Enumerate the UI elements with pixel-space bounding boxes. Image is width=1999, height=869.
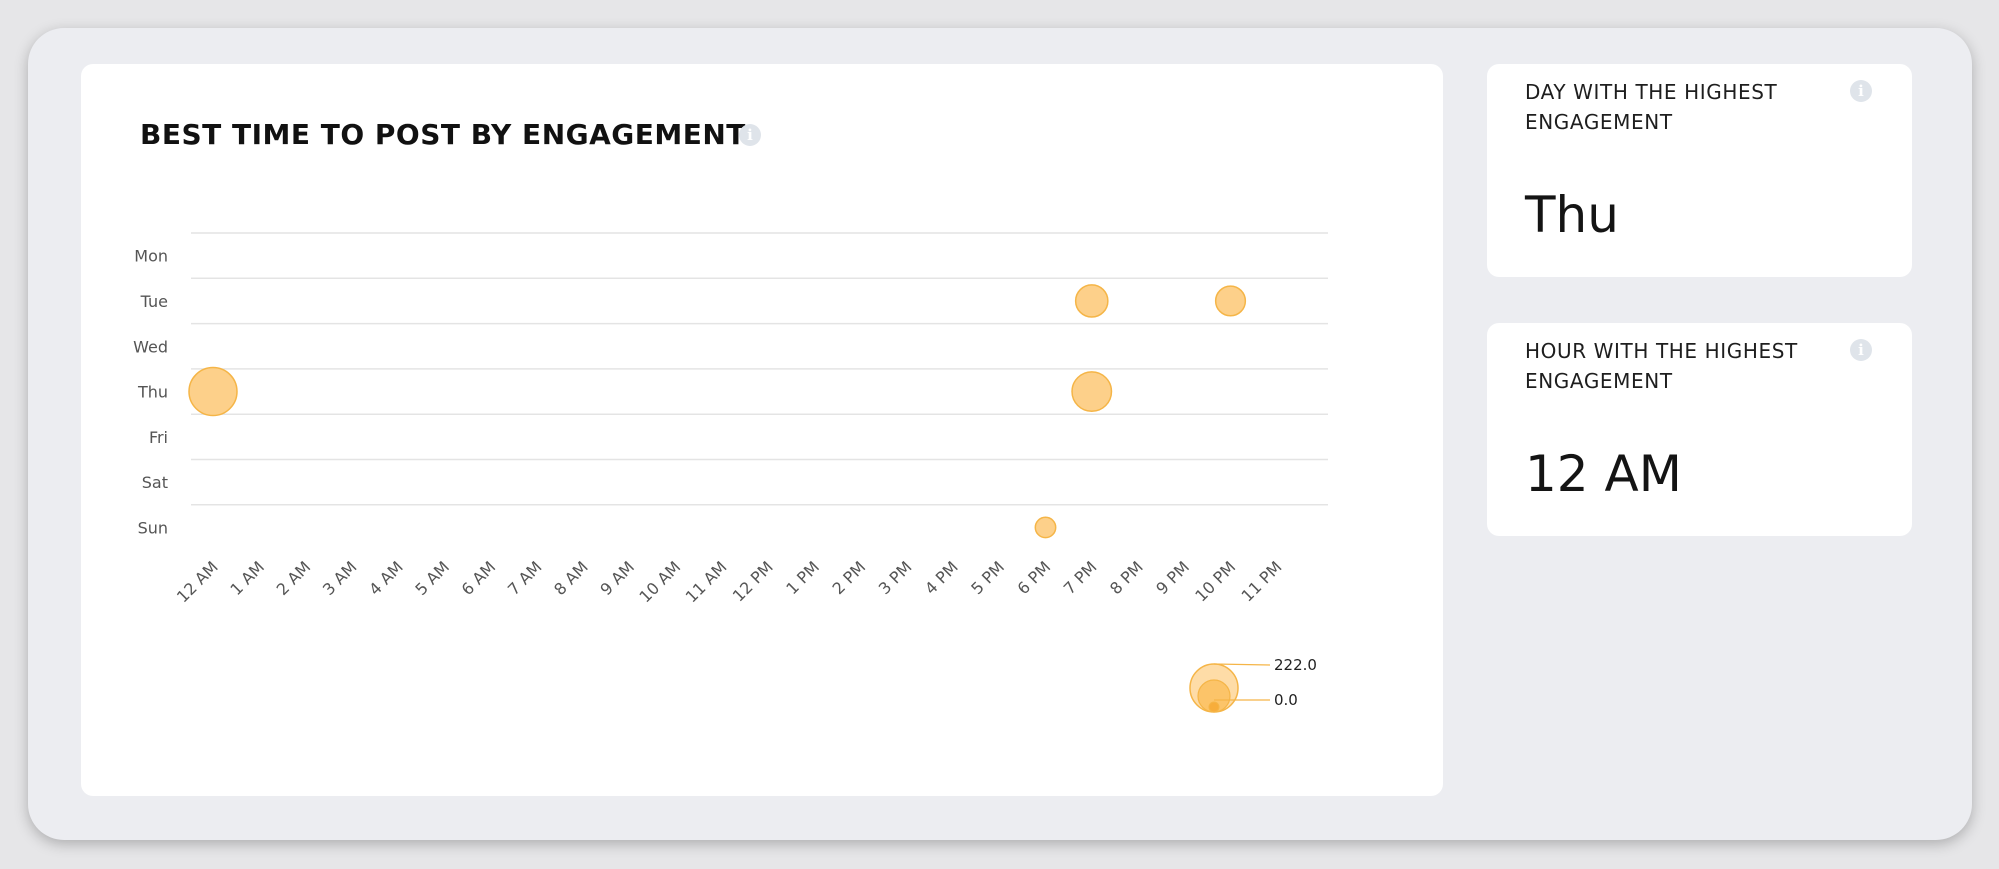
y-tick-label: Wed [133, 337, 168, 356]
x-tick-label: 1 PM [782, 557, 823, 598]
data-bubble [1034, 516, 1057, 539]
highest-hour-card [1487, 323, 1912, 536]
x-tick-label: 3 AM [319, 557, 361, 599]
x-tick-label: 12 AM [173, 557, 222, 606]
data-bubble [1074, 284, 1109, 318]
x-tick-label: 2 PM [829, 557, 870, 598]
y-tick-label: Tue [140, 292, 168, 311]
data-bubble [1214, 285, 1247, 317]
highest-hour-value: 12 AM [1525, 445, 1682, 503]
highest-day-value: Thu [1525, 186, 1619, 244]
x-tick-label: 6 PM [1014, 557, 1055, 598]
info-icon[interactable]: i [739, 124, 761, 146]
x-tick-label: 7 PM [1060, 557, 1101, 598]
x-tick-label: 3 PM [875, 557, 916, 598]
info-icon[interactable]: i [1850, 339, 1872, 361]
highest-day-card [1487, 64, 1912, 277]
x-tick-label: 11 PM [1238, 557, 1286, 605]
x-tick-label: 8 PM [1106, 557, 1147, 598]
x-tick-label: 6 AM [458, 557, 500, 599]
legend-min-label: 0.0 [1274, 691, 1298, 709]
data-bubble [188, 366, 238, 417]
y-tick-label: Sat [142, 473, 168, 492]
data-bubble [1071, 371, 1113, 413]
x-tick-label: 9 AM [596, 557, 638, 599]
x-tick-label: 11 AM [682, 557, 731, 606]
x-tick-label: 10 AM [635, 557, 684, 606]
hour-card-label: HOUR WITH THE HIGHEST ENGAGEMENT [1525, 339, 1798, 393]
chart-title: BEST TIME TO POST BY ENGAGEMENT [140, 118, 746, 151]
x-tick-label: 8 AM [550, 557, 592, 599]
x-tick-label: 10 PM [1191, 557, 1239, 605]
y-tick-label: Thu [137, 383, 168, 402]
x-tick-label: 4 PM [921, 557, 962, 598]
info-icon[interactable]: i [1850, 80, 1872, 102]
y-tick-label: Fri [149, 428, 168, 447]
legend-bubble-min [1208, 701, 1220, 713]
x-tick-label: 4 AM [365, 557, 407, 599]
x-tick-label: 7 AM [504, 557, 546, 599]
x-tick-label: 2 AM [273, 557, 315, 599]
y-tick-label: Sun [138, 518, 168, 537]
x-tick-label: 5 PM [967, 557, 1008, 598]
x-tick-label: 1 AM [226, 557, 268, 599]
x-tick-label: 9 PM [1152, 557, 1193, 598]
x-tick-label: 12 PM [729, 557, 777, 605]
legend-max-label: 222.0 [1274, 656, 1317, 674]
day-card-label: DAY WITH THE HIGHEST ENGAGEMENT [1525, 80, 1778, 134]
x-tick-label: 5 AM [411, 557, 453, 599]
y-tick-label: Mon [134, 247, 168, 266]
legend-leader-line [1213, 663, 1271, 666]
